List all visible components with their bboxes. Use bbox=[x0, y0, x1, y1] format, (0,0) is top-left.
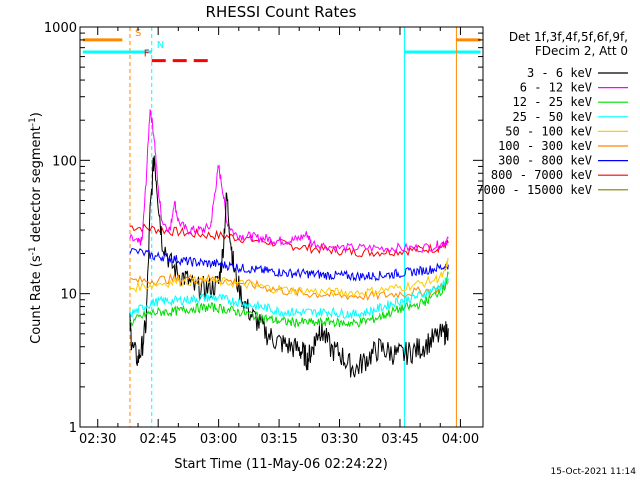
series-line-25to50kev bbox=[129, 277, 449, 319]
y-axis-label-end: ) bbox=[29, 112, 44, 117]
x-tick-label-5: 03:45 bbox=[381, 432, 418, 447]
timestamp: 15-Oct-2021 11:14 bbox=[551, 467, 637, 477]
legend-label-1: 6 - 12 keV bbox=[520, 81, 592, 95]
series-line-6to12kev bbox=[129, 108, 449, 254]
y-tick-label-0: 1 bbox=[69, 421, 77, 436]
y-axis-label: Count Rate (s-1 detector segment-1) bbox=[28, 112, 44, 344]
x-tick-label-3: 03:15 bbox=[260, 432, 297, 447]
series-line-3to6kev bbox=[129, 155, 449, 378]
y-axis-label-sup-1: -1 bbox=[28, 246, 38, 255]
series-line-50to100kev bbox=[129, 257, 449, 299]
x-tick-label-4: 03:30 bbox=[321, 432, 358, 447]
series-group bbox=[129, 108, 449, 378]
series-line-12to25kev bbox=[129, 271, 449, 329]
x-tick-label-0: 02:30 bbox=[79, 432, 116, 447]
chart-title: RHESSI Count Rates bbox=[206, 3, 357, 21]
state-label-f: F bbox=[144, 49, 150, 60]
x-tick-label-1: 02:45 bbox=[139, 432, 176, 447]
x-tick-label-6: 04:00 bbox=[442, 432, 479, 447]
legend-label-0: 3 - 6 keV bbox=[527, 66, 592, 80]
legend-label-3: 25 - 50 keV bbox=[513, 110, 592, 124]
state-label-s: S bbox=[135, 28, 141, 39]
plot-frame bbox=[79, 26, 484, 428]
y-axis-label-sup-2: -1 bbox=[28, 117, 38, 126]
y-axis-label-main: Count Rate (s bbox=[29, 255, 44, 344]
legend-label-4: 50 - 100 keV bbox=[505, 124, 592, 138]
y-tick-label-1: 10 bbox=[60, 288, 77, 303]
y-axis-label-mid: detector segment bbox=[29, 126, 44, 246]
x-tick-label-2: 03:00 bbox=[200, 432, 237, 447]
legend-label-8: 7000 - 15000 keV bbox=[476, 183, 592, 197]
legend-label-2: 12 - 25 keV bbox=[513, 95, 592, 109]
legend-label-6: 300 - 800 keV bbox=[498, 154, 592, 168]
axes-group: 02:30 02:45 03:00 03:15 03:30 03:45 04:00 1 10 10… bbox=[44, 21, 483, 447]
series-line-300to800kev bbox=[129, 247, 449, 282]
x-axis-label: Start Time (11-May-06 02:24:22) bbox=[174, 457, 388, 472]
legend-header-line-2: FDecim 2, Att 0 bbox=[535, 44, 628, 58]
y-tick-label-3: 1000 bbox=[44, 21, 77, 36]
legend-header-line-1: Det 1f,3f,4f,5f,6f,9f, bbox=[509, 30, 628, 44]
legend-label-5: 100 - 300 keV bbox=[498, 139, 592, 153]
state-label-n: N bbox=[157, 40, 164, 51]
y-tick-label-2: 100 bbox=[52, 154, 77, 169]
series-line-800to7000kev bbox=[129, 223, 449, 258]
legend-label-7: 800 - 7000 keV bbox=[491, 168, 592, 182]
